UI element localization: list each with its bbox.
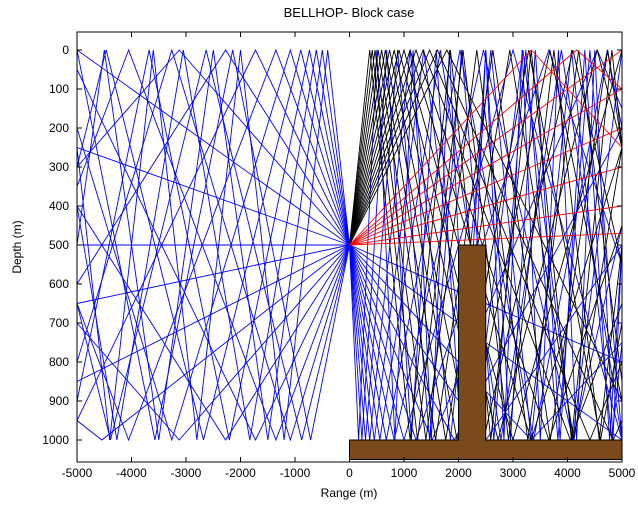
ray-path xyxy=(349,48,622,402)
x-tick-label: 4000 xyxy=(554,466,581,480)
ray-path xyxy=(77,205,350,441)
chart-title: BELLHOP- Block case xyxy=(284,5,415,20)
ray-path xyxy=(349,49,622,246)
y-tick-label: 400 xyxy=(49,199,69,213)
y-tick-label: 500 xyxy=(49,238,69,252)
y-tick-label: 700 xyxy=(49,316,69,330)
ray-path xyxy=(77,244,350,441)
y-tick-label: 600 xyxy=(49,277,69,291)
ray-path xyxy=(77,244,350,441)
block-obstacle xyxy=(349,244,623,460)
x-tick-label: -4000 xyxy=(116,466,147,480)
x-tick-label: 5000 xyxy=(609,466,636,480)
ray-path xyxy=(77,49,350,441)
y-tick-label: 0 xyxy=(62,43,69,57)
ray-path xyxy=(349,49,622,441)
y-tick-label: 800 xyxy=(49,355,69,369)
ray-path xyxy=(349,205,622,246)
ray-path xyxy=(77,48,350,421)
y-tick-label: 300 xyxy=(49,160,69,174)
x-tick-label: -1000 xyxy=(280,466,311,480)
x-tick-label: -5000 xyxy=(62,466,93,480)
x-tick-label: 3000 xyxy=(500,466,527,480)
x-tick-label: -3000 xyxy=(171,466,202,480)
ray-path xyxy=(77,49,350,441)
ray-path xyxy=(77,49,350,441)
ray-path xyxy=(349,49,622,441)
ray-path xyxy=(77,48,350,442)
y-axis-label: Depth (m) xyxy=(10,220,24,273)
ray-path xyxy=(349,48,622,442)
y-tick-label: 900 xyxy=(49,394,69,408)
ray-path xyxy=(77,48,350,442)
ray-path xyxy=(349,48,622,442)
x-tick-label: 2000 xyxy=(445,466,472,480)
x-tick-label: 0 xyxy=(346,466,353,480)
ray-path xyxy=(349,88,622,246)
ray-path xyxy=(77,49,350,441)
ray-path xyxy=(77,49,350,246)
y-tick-label: 100 xyxy=(49,82,69,96)
ray-path xyxy=(349,127,622,246)
x-axis-label: Range (m) xyxy=(321,486,378,500)
axis-ticks: -5000 -4000 -3000 -2000 -1000 0 1000 2000 3000 40… xyxy=(42,32,636,480)
ray-path xyxy=(349,49,622,441)
ray-path xyxy=(77,49,350,441)
ray-path xyxy=(349,49,622,441)
x-tick-label: 1000 xyxy=(391,466,418,480)
y-tick-label: 200 xyxy=(49,121,69,135)
ray-path xyxy=(77,244,350,382)
ray-path xyxy=(349,49,622,441)
ray-path xyxy=(349,232,622,246)
x-tick-label: -2000 xyxy=(225,466,256,480)
y-tick-label: 1000 xyxy=(42,433,69,447)
ray-path xyxy=(349,49,622,246)
ray-path xyxy=(77,69,350,442)
ray-path xyxy=(349,166,622,246)
ray-path xyxy=(349,49,622,246)
